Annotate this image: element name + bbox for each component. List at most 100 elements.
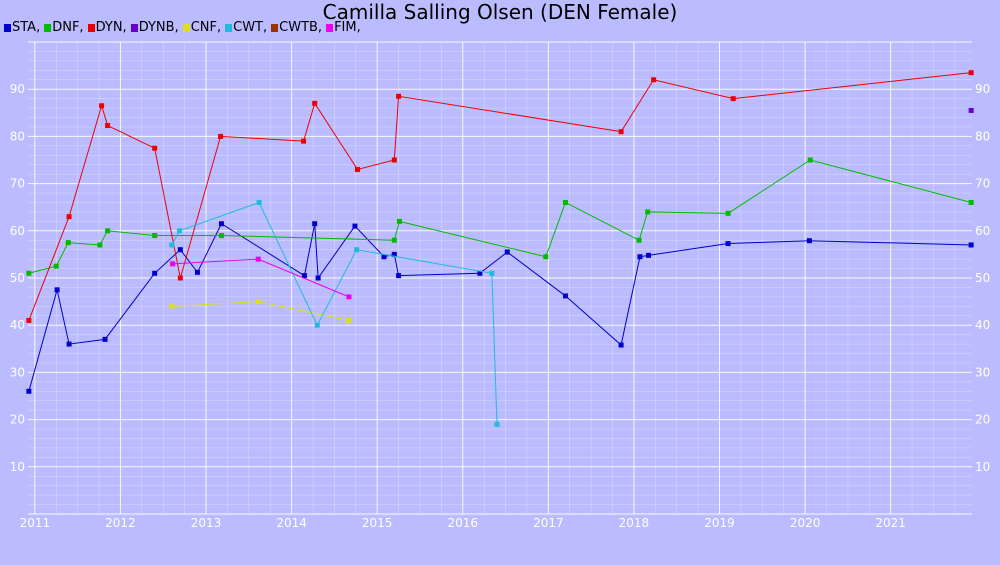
legend-item: CNF, [182,20,222,35]
data-point [301,273,307,279]
data-point [66,214,72,220]
legend-swatch [326,24,334,32]
y-tick-label-right: 20 [975,413,990,427]
data-point [301,138,307,144]
legend-swatch [182,24,190,32]
y-tick-label-left: 20 [10,413,25,427]
data-point [391,251,397,257]
data-point [256,199,262,205]
x-tick-label: 2012 [105,516,136,530]
data-point [562,199,568,205]
data-point [645,252,651,258]
data-point [396,93,402,99]
y-tick-label-right: 50 [975,271,990,285]
data-point [99,103,105,109]
y-tick-label-right: 60 [975,224,990,238]
legend-label: STA, [12,20,41,35]
y-tick-label-right: 30 [975,365,990,379]
data-point [725,241,731,247]
legend-label: CNF, [190,20,222,35]
data-point [54,287,60,293]
data-point [66,341,72,347]
y-tick-label-left: 60 [10,224,25,238]
data-point [177,247,183,253]
data-point [65,240,71,246]
legend-label: DNF, [52,20,84,35]
data-point [396,218,402,224]
legend-label: CWT, [233,20,268,35]
legend-label: CWTB, [279,20,323,35]
legend-swatch [87,24,95,32]
series-dynb [968,107,974,113]
data-point [218,221,224,227]
data-point [26,270,32,276]
series-dnf [26,157,974,276]
data-point [105,123,111,129]
data-point [543,254,549,260]
data-point [255,256,261,262]
y-tick-label-left: 30 [10,365,25,379]
legend-label: DYN, [95,20,127,35]
series-line [28,72,972,321]
series-dyn [26,70,974,323]
y-tick-label-right: 80 [975,129,990,143]
data-point [105,228,111,234]
y-tick-label-left: 50 [10,271,25,285]
data-point [346,294,352,300]
x-tick-label: 2014 [276,516,307,530]
data-point [152,233,158,239]
data-point [169,303,175,309]
x-tick-label: 2017 [533,516,564,530]
data-point [352,223,358,229]
x-tick-label: 2019 [704,516,735,530]
chart-title: Camilla Salling Olsen (DEN Female) [322,0,678,24]
y-tick-label-right: 70 [975,177,990,191]
data-point [312,221,318,227]
data-point [562,293,568,299]
legend-item: CWT, [225,21,267,35]
legend-label: DYNB, [138,20,179,35]
y-tick-label-left: 10 [10,460,25,474]
x-tick-label: 2015 [362,516,393,530]
data-point [494,421,500,427]
series-fim [170,256,352,300]
y-tick-label-left: 70 [10,177,25,191]
data-point [314,322,320,328]
data-point [315,275,321,281]
data-point [968,107,974,113]
y-tick-label-left: 80 [10,129,25,143]
data-point [218,133,224,139]
legend-item: DYNB, [130,20,179,35]
y-tick-label-right: 10 [975,460,990,474]
legend: STA, DNF, DYN, DYNB, CNF, CWT, CWTB, FIM, [4,21,365,35]
data-point [645,209,651,215]
series-line [171,301,350,321]
data-point [26,317,32,323]
legend-swatch [225,24,233,32]
legend-item: DYN, [87,20,127,35]
x-tick-label: 2020 [790,516,821,530]
data-point [355,166,361,172]
data-point [730,96,736,102]
legend-item: DNF, [44,20,84,35]
series-line [28,159,972,274]
data-point [968,70,974,76]
x-tick-label: 2021 [875,516,906,530]
data-point [396,273,402,279]
legend-label: FIM, [334,20,361,35]
data-point [381,254,387,260]
y-tick-label-right: 40 [975,318,990,332]
data-point [725,210,731,216]
data-point [806,238,812,244]
series-cwt [169,199,500,427]
legend-item: FIM, [326,21,361,35]
data-point [152,145,158,151]
data-point [169,242,175,248]
series-cnf [169,299,352,323]
y-tick-label-left: 90 [10,82,25,96]
data-point [651,77,657,83]
data-point [637,254,643,260]
data-point [26,388,32,394]
